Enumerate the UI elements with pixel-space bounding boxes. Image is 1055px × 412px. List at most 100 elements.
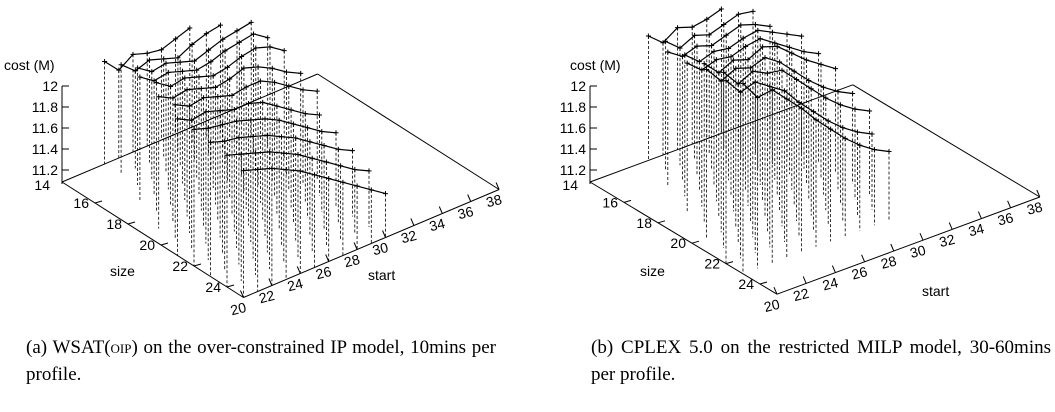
cost-point (383, 191, 388, 197)
cost-point (224, 64, 230, 70)
cost-point (158, 47, 164, 53)
cost-point (203, 31, 209, 37)
cost-point (321, 143, 327, 149)
size-tick-label: 22 (172, 258, 188, 274)
cost-point (857, 142, 863, 148)
start-tick (240, 290, 244, 298)
cost-point (781, 88, 787, 94)
cost-series-line (686, 37, 819, 71)
size-tick (725, 261, 734, 265)
start-tick-label: 32 (399, 227, 418, 246)
cost-point (135, 65, 141, 71)
cost-point (130, 51, 136, 57)
cost-point (764, 70, 770, 76)
caption-a: (a) WSAT(OIP) on the over-constrained IP… (26, 337, 496, 385)
cost-point (692, 32, 698, 38)
cost-point (222, 138, 228, 144)
cost-point (711, 48, 717, 54)
cost-tick-label: 11.6 (560, 120, 586, 136)
cost-point (189, 41, 195, 47)
cost-point (769, 29, 775, 35)
cost-point (726, 45, 732, 51)
start-tick (919, 233, 924, 241)
cost-axis-label: cost (M) (570, 57, 621, 73)
cost-axis-label: cost (M) (4, 57, 55, 73)
cost-point (213, 84, 218, 90)
cost-point (743, 43, 749, 49)
size-tick-label: 20 (139, 237, 155, 253)
cost-point (137, 74, 143, 80)
cost-point (312, 172, 317, 178)
axis-start (243, 189, 500, 298)
cost-point (645, 33, 651, 39)
cost-point (220, 36, 226, 42)
cost-point (869, 131, 875, 137)
cost-point (803, 57, 809, 63)
start-tick-label: 30 (371, 239, 390, 258)
cost-tick-label: 11.8 (32, 99, 58, 115)
cost-tick-label: 11.2 (560, 162, 586, 178)
cost-point (293, 135, 299, 141)
axis-back-right (317, 73, 500, 190)
start-tick (1036, 189, 1041, 198)
cost-point (789, 50, 795, 56)
cost-point (818, 61, 824, 67)
start-tick (268, 278, 273, 286)
cost-point (295, 152, 301, 158)
cost-point (784, 31, 790, 37)
cost-point (871, 147, 877, 153)
cost-point (257, 78, 263, 84)
cost-point (684, 60, 690, 66)
cost-tick-label: 12 (42, 78, 58, 94)
cost-point (309, 155, 315, 161)
cost-point (728, 54, 734, 60)
cost-point (161, 56, 167, 62)
cost-point (118, 62, 124, 68)
cost-point (706, 32, 712, 38)
cost-point (696, 59, 702, 65)
cost-point (229, 92, 235, 98)
cost-point (236, 135, 242, 141)
size-tick (226, 284, 235, 288)
cost-point (816, 51, 822, 57)
cost-point (323, 159, 329, 165)
cost-point (850, 91, 856, 97)
axis-back-right (852, 84, 1041, 198)
cost-point (786, 44, 792, 50)
cost-point (248, 117, 254, 123)
cost-point (246, 101, 251, 106)
start-tick (831, 265, 836, 273)
start-tick (802, 276, 807, 284)
cost-tick-label: 11.4 (560, 141, 586, 157)
cost-point (735, 11, 741, 17)
start-axis-label: start (922, 283, 949, 299)
cost-point (307, 139, 313, 145)
cost-point (752, 21, 758, 27)
size-tick-label: 24 (205, 279, 221, 295)
size-axis-label: size (640, 263, 665, 279)
cost-point (234, 118, 240, 124)
cost-point (709, 43, 715, 49)
start-tick-label: 34 (967, 220, 986, 239)
cost-point (721, 22, 727, 28)
cost-point (735, 81, 741, 87)
start-tick (296, 266, 301, 274)
cost-point (713, 57, 719, 63)
size-tick-label: 20 (670, 235, 686, 251)
size-tick-label: 24 (738, 276, 754, 292)
cost-point (833, 66, 839, 72)
start-tick-label: 38 (1025, 198, 1044, 217)
start-tick (410, 218, 415, 226)
size-tick (193, 263, 202, 267)
start-tick (382, 230, 386, 238)
cost-point (352, 167, 358, 173)
cost-point (290, 121, 296, 127)
cost-point (747, 65, 753, 71)
cost-point (326, 176, 332, 182)
cost-point (255, 167, 261, 172)
size-tick (759, 281, 768, 285)
cost-point (265, 35, 271, 41)
cost-point (147, 57, 152, 63)
start-tick-label: 28 (879, 252, 898, 271)
size-tick-label: 16 (602, 194, 618, 210)
